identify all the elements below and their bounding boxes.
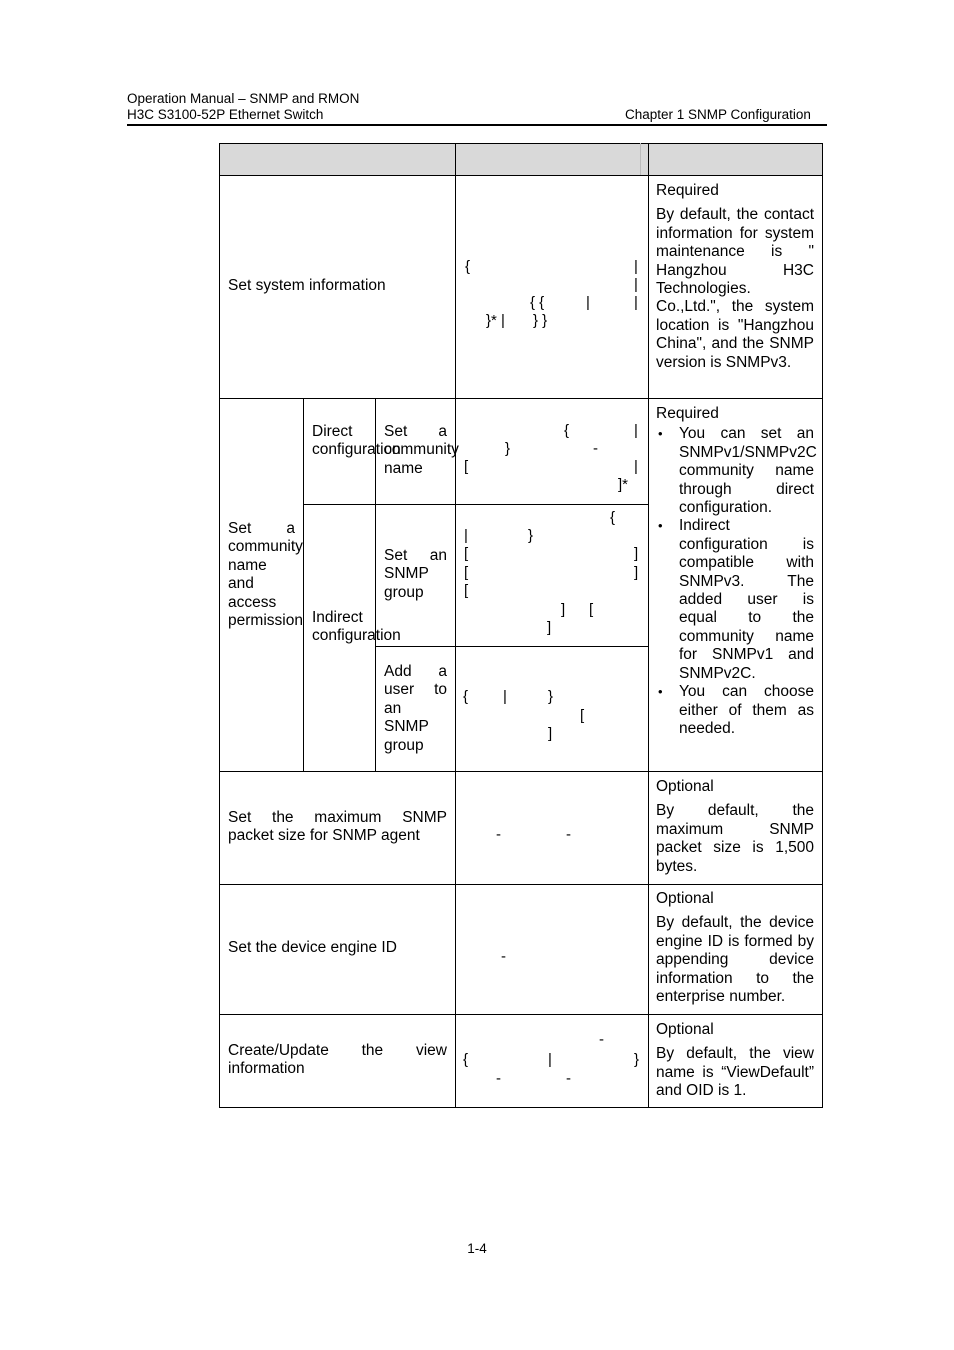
command-glyph: { [463,688,469,705]
remarks-bullet: You can set an SNMPv1/SNMPv2C community … [656,425,817,517]
command-glyph: [ [464,564,469,581]
operation-text: Set the device engine ID [228,939,397,956]
remarks-description: By default, the contact information for … [656,206,814,371]
command-glyph: [ [580,707,585,724]
command-glyph: - [501,948,506,965]
remarks-required: Required [656,405,719,422]
header-divider [640,143,641,176]
command-glyph: } [505,440,511,457]
command-glyph: ] [561,601,566,618]
remarks-cell [648,1014,823,1108]
command-glyph: } [634,1051,640,1068]
direct-label: Direct configuration [312,423,401,459]
command-glyph: ] [547,619,552,636]
command-glyph: | [586,294,590,311]
table-header-cell [219,143,456,176]
command-glyph: - [496,1070,501,1087]
command-glyph: [ [464,582,469,599]
command-glyph: [ [464,458,469,475]
command-glyph: - [566,826,571,843]
command-glyph: | [634,422,638,439]
command-cell [455,771,649,885]
command-glyph: { [610,509,616,526]
command-cell [455,646,649,772]
operation-text: Create/Update the view information [228,1042,447,1078]
command-glyph: - [566,1070,571,1087]
remarks-text: Optional By default, the view name is “V… [656,1021,814,1107]
command-glyph: | [503,688,507,705]
command-glyph: }* | [486,312,505,329]
operation-text: Set the maximum SNMP packet size for SNM… [228,809,447,845]
command-glyph: { [564,422,570,439]
table-header-cell [648,143,823,176]
header-rule [127,124,827,126]
command-glyph: - [496,826,501,843]
command-glyph: ] [634,564,639,581]
command-cell [455,1014,649,1108]
remarks-description: By default, the maximum SNMP packet size… [656,802,814,875]
action-text: Set a community name [384,423,459,477]
indirect-label: Indirect configuration [312,609,401,645]
remarks-optional: Optional [656,890,714,907]
remarks-bullet: Indirect configuration is compatible wit… [656,517,814,683]
remarks-text: Required You can set an SNMPv1/SNMPv2C c… [656,405,817,738]
command-glyph: | [464,527,468,544]
remarks-list: You can set an SNMPv1/SNMPv2C community … [656,425,817,738]
remarks-text: Optional By default, the maximum SNMP pa… [656,778,814,882]
command-glyph: { { [530,294,545,311]
command-glyph: [ [589,601,594,618]
table-header-cell [455,143,649,176]
action-text: Set an SNMP group [384,547,447,601]
remarks-optional: Optional [656,1021,714,1038]
command-glyph: | [548,1051,552,1068]
remarks-description: By default, the device engine ID is form… [656,914,814,1006]
command-cell [455,504,649,647]
manual-title: Operation Manual – SNMP and RMON [127,91,360,106]
command-glyph: } } [533,312,548,329]
command-glyph: - [599,1031,604,1048]
remarks-description: By default, the view name is “ViewDefaul… [656,1045,814,1100]
command-glyph: ] [634,545,639,562]
command-glyph: | [634,458,638,475]
product-name: H3C S3100-52P Ethernet Switch [127,107,324,122]
command-glyph: - [593,440,598,457]
remarks-bullet: You can choose either of them as needed. [656,683,814,738]
command-glyph: [ [464,545,469,562]
command-glyph: | [634,276,638,293]
operation-text: Set system information [228,277,386,294]
chapter-title: Chapter 1 SNMP Configuration [625,107,811,122]
command-glyph: ]* [618,476,629,493]
remarks-optional: Optional [656,778,714,795]
page-number: 1-4 [467,1241,487,1256]
remarks-text: Required By default, the contact informa… [656,182,814,378]
command-glyph: } [528,527,534,544]
command-cell [455,175,649,399]
command-glyph: | [634,258,638,275]
remarks-text: Optional By default, the device engine I… [656,890,814,1012]
command-glyph: { [465,258,471,275]
command-glyph: { [463,1051,469,1068]
command-cell [455,884,649,1015]
command-glyph: } [548,688,554,705]
command-glyph: ] [548,725,553,742]
command-glyph: | [634,294,638,311]
operation-text: Set a community name and access permissi… [228,520,303,630]
action-text: Add a user to an SNMP group [384,663,447,754]
remarks-required: Required [656,182,719,199]
